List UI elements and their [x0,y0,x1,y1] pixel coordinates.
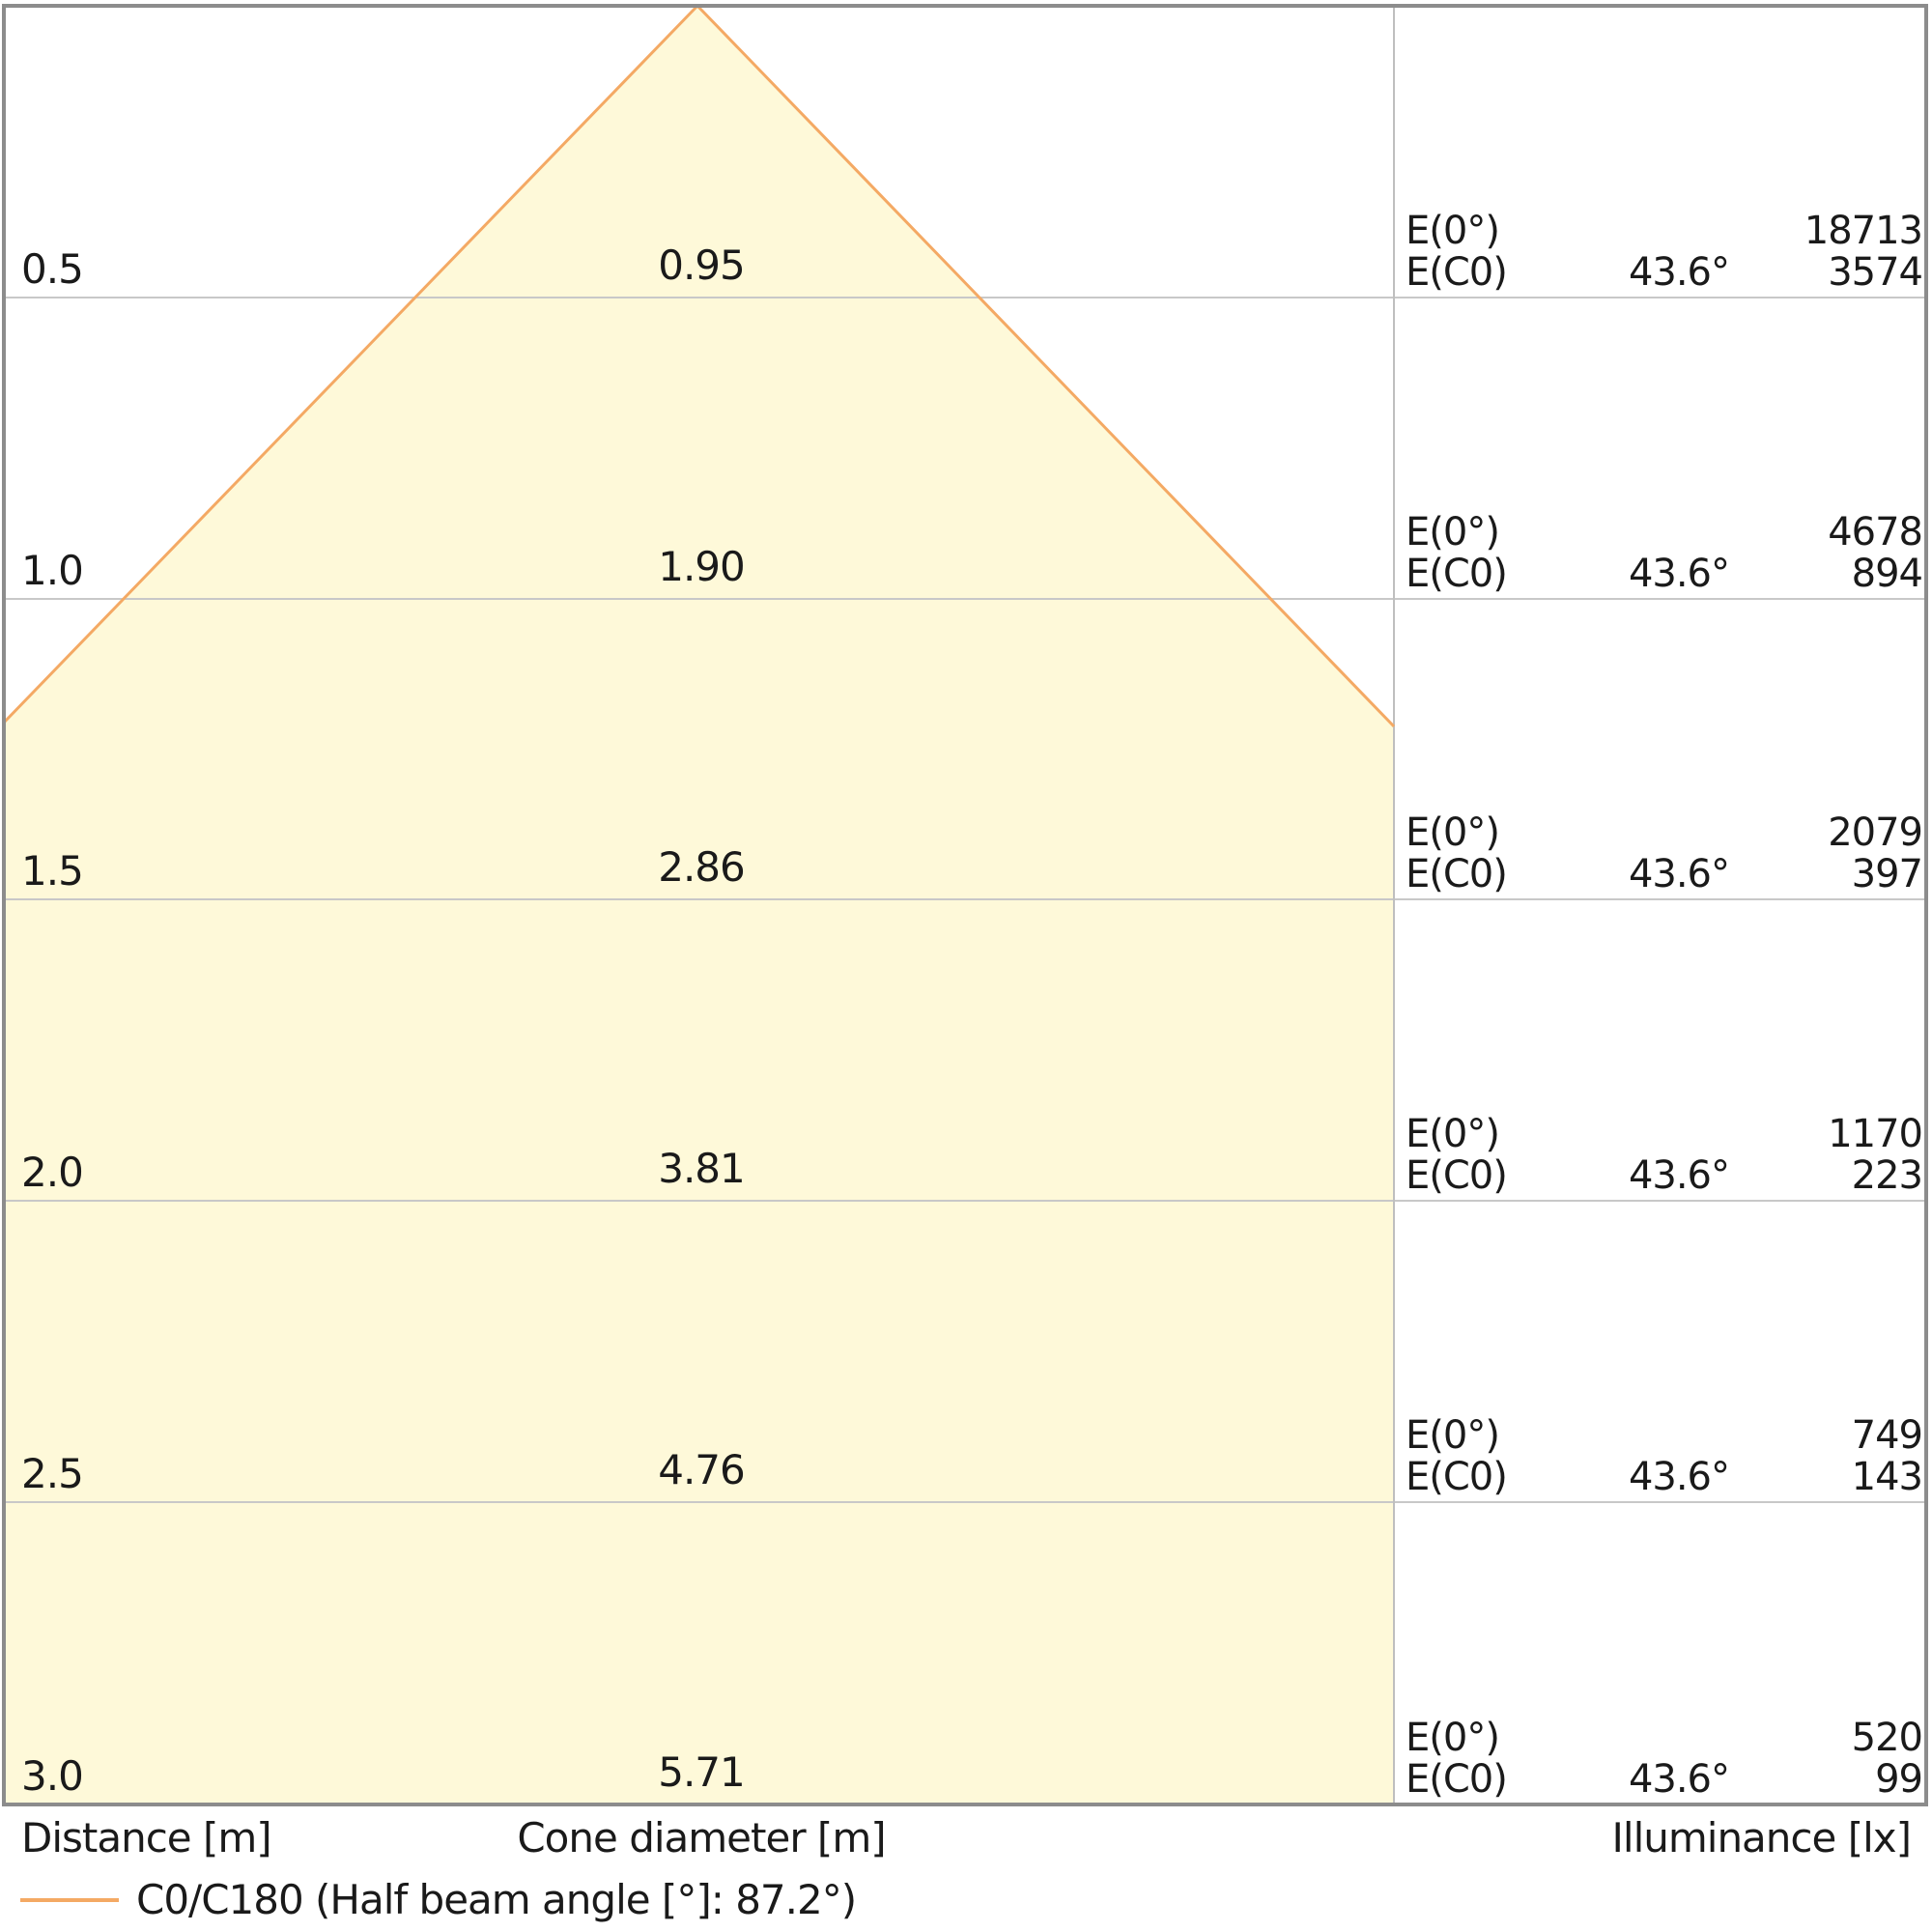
ec0-angle: 43.6° [1628,552,1730,596]
cone-diameter-value: 2.86 [658,843,746,891]
ec0-angle: 43.6° [1628,1455,1730,1499]
cone-diameter-value: 3.81 [658,1145,746,1192]
ec0-row: E(C0) 43.6° 894 [1406,552,1923,596]
e0-value: 520 [1851,1716,1923,1760]
cone-diameter-value: 4.76 [658,1446,746,1493]
ec0-label: E(C0) [1406,250,1508,295]
e0-value: 2079 [1828,810,1923,855]
e0-angle [1565,1114,1729,1155]
e0-row: E(0°) 2079 [1406,810,1923,855]
ec0-row: E(C0) 43.6° 223 [1406,1153,1923,1198]
ec0-label: E(C0) [1406,852,1508,896]
cone-diameter-axis-label: Cone diameter [m] [517,1814,886,1861]
e0-value: 749 [1851,1413,1923,1458]
illuminance-block: E(0°) 749 E(C0) 43.6° 143 [1406,1413,1923,1499]
ec0-label: E(C0) [1406,1153,1508,1198]
legend-label: C0/C180 (Half beam angle [°]: 87.2°) [136,1876,857,1923]
cone-diameter-value: 0.95 [658,242,746,289]
e0-value: 18713 [1804,209,1923,253]
illuminance-block: E(0°) 2079 E(C0) 43.6° 397 [1406,810,1923,896]
cone-fill-area [4,6,1394,1804]
distance-label: 1.0 [21,547,84,594]
e0-label: E(0°) [1406,209,1500,253]
e0-angle [1565,1415,1729,1457]
ec0-value: 99 [1875,1757,1923,1802]
e0-label: E(0°) [1406,1413,1500,1458]
e0-label: E(0°) [1406,810,1500,855]
e0-angle [1565,211,1729,252]
e0-label: E(0°) [1406,1716,1500,1760]
e0-angle [1565,512,1729,554]
ec0-angle: 43.6° [1628,250,1730,295]
ec0-angle: 43.6° [1628,1153,1730,1198]
illuminance-block: E(0°) 520 E(C0) 43.6° 99 [1406,1716,1923,1802]
ec0-row: E(C0) 43.6° 3574 [1406,250,1923,295]
ec0-angle: 43.6° [1628,1757,1730,1802]
e0-label: E(0°) [1406,1112,1500,1156]
e0-angle [1565,1718,1729,1759]
illuminance-block: E(0°) 4678 E(C0) 43.6° 894 [1406,510,1923,596]
ec0-value: 143 [1851,1455,1923,1499]
e0-value: 1170 [1828,1112,1923,1156]
e0-row: E(0°) 18713 [1406,209,1923,253]
grid-lines [4,297,1926,1503]
ec0-angle: 43.6° [1628,852,1730,896]
illuminance-axis-label: Illuminance [lx] [1611,1814,1912,1861]
chart-frame [2,4,1928,1806]
e0-row: E(0°) 4678 [1406,510,1923,554]
illuminance-block: E(0°) 18713 E(C0) 43.6° 3574 [1406,209,1923,295]
cone-diameter-value: 5.71 [658,1748,746,1796]
e0-angle [1565,812,1729,854]
distance-axis-label: Distance [m] [21,1814,272,1861]
illuminance-block: E(0°) 1170 E(C0) 43.6° 223 [1406,1112,1923,1198]
c0-c180-line-swatch [20,1898,119,1902]
distance-label: 1.5 [21,847,84,895]
legend: C0/C180 (Half beam angle [°]: 87.2°) [20,1876,857,1924]
ec0-label: E(C0) [1406,1757,1508,1802]
ec0-label: E(C0) [1406,1455,1508,1499]
cone-diameter-value: 1.90 [658,543,746,590]
distance-label: 2.0 [21,1149,84,1196]
e0-label: E(0°) [1406,510,1500,554]
e0-row: E(0°) 520 [1406,1716,1923,1760]
distance-label: 0.5 [21,245,84,293]
ec0-value: 397 [1851,852,1923,896]
ec0-row: E(C0) 43.6° 99 [1406,1757,1923,1802]
e0-row: E(0°) 1170 [1406,1112,1923,1156]
e0-row: E(0°) 749 [1406,1413,1923,1458]
ec0-value: 223 [1851,1153,1923,1198]
ec0-value: 3574 [1828,250,1923,295]
ec0-label: E(C0) [1406,552,1508,596]
ec0-value: 894 [1851,552,1923,596]
ec0-row: E(C0) 43.6° 143 [1406,1455,1923,1499]
distance-label: 2.5 [21,1450,84,1497]
ec0-row: E(C0) 43.6° 397 [1406,852,1923,896]
e0-value: 4678 [1828,510,1923,554]
distance-label: 3.0 [21,1752,84,1800]
